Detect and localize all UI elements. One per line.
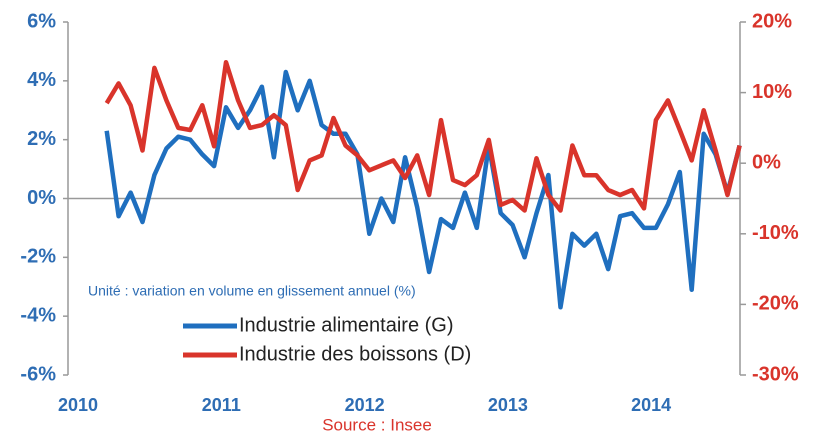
y2-tick-label: -30%	[752, 363, 799, 385]
y2-tick-label: -10%	[752, 222, 799, 244]
y-tick-label: 4%	[27, 69, 56, 91]
x-tick-label: 2010	[58, 395, 98, 415]
y-tick-label: -2%	[20, 246, 56, 268]
source: Source : Insee	[322, 415, 432, 434]
y2-tick-label: 0%	[752, 151, 781, 173]
x-tick-label: 2013	[488, 395, 528, 415]
y-tick-label: 0%	[27, 187, 56, 209]
x-tick-label: 2011	[202, 395, 241, 415]
x-tick-label: 2012	[345, 395, 385, 415]
y2-tick-label: 20%	[752, 10, 792, 32]
annotation: Unité : variation en volume en glissemen…	[88, 283, 416, 299]
y2-tick-label: -20%	[752, 293, 799, 315]
legend-label: Industrie alimentaire (G)	[239, 314, 454, 336]
y2-tick-label: 10%	[752, 81, 792, 103]
y-tick-label: 6%	[27, 10, 56, 32]
y-tick-label: 2%	[27, 128, 56, 150]
legend-label: Industrie des boissons (D)	[239, 343, 471, 365]
y-tick-label: -4%	[20, 304, 56, 326]
series-line	[104, 59, 742, 213]
series-line	[104, 69, 742, 310]
y-tick-label: -6%	[20, 363, 56, 385]
x-tick-label: 2014	[631, 395, 671, 415]
